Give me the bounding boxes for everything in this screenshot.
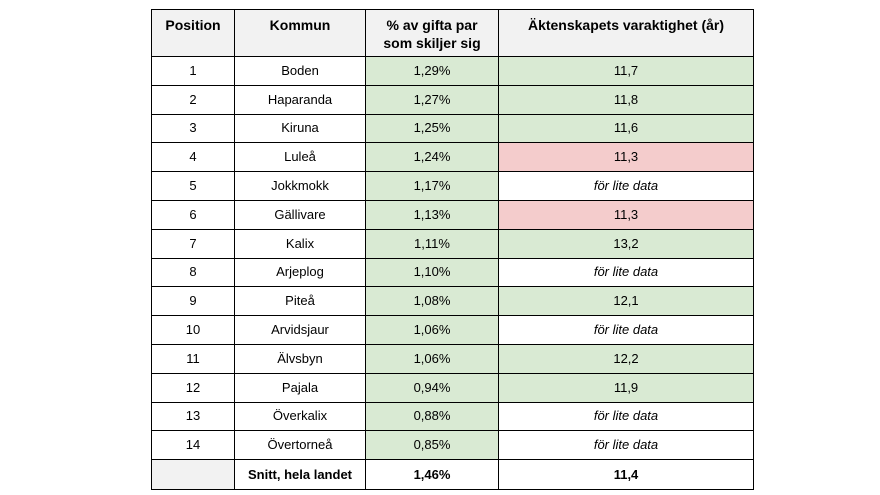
table-row: 5 Jokkmokk 1,17% för lite data [151,171,754,201]
cell-kommun: Piteå [234,286,366,317]
table-row: 13 Överkalix 0,88% för lite data [151,401,754,432]
cell-percent: 1,06% [365,315,499,345]
cell-percent: 1,13% [365,199,499,230]
footer-duration: 11,4 [498,459,754,491]
table-row: 14 Övertorneå 0,85% för lite data [151,430,754,461]
table-row: 8 Arjeplog 1,10% för lite data [151,257,754,288]
cell-percent: 1,10% [365,257,499,288]
cell-percent: 1,06% [365,343,499,374]
cell-duration: för lite data [498,401,754,432]
cell-position: 5 [151,171,235,201]
header-percent: % av gifta par som skiljer sig [365,9,499,57]
cell-position: 8 [151,257,235,288]
cell-duration: 11,6 [498,113,754,144]
cell-duration: 12,2 [498,343,754,374]
table-row: 4 Luleå 1,24% 11,3 [151,142,754,173]
cell-duration: för lite data [498,315,754,345]
table-row: 7 Kalix 1,11% 13,2 [151,228,754,259]
cell-kommun: Kiruna [234,113,366,144]
cell-duration: för lite data [498,171,754,201]
header-kommun: Kommun [234,9,366,57]
cell-kommun: Älvsbyn [234,343,366,374]
cell-percent: 0,88% [365,401,499,432]
table-row: 11 Älvsbyn 1,06% 12,2 [151,343,754,374]
cell-position: 10 [151,315,235,345]
cell-percent: 1,11% [365,228,499,259]
cell-percent: 0,85% [365,430,499,461]
header-position: Position [151,9,235,57]
table-row: 9 Piteå 1,08% 12,1 [151,286,754,317]
cell-position: 9 [151,286,235,317]
cell-kommun: Arjeplog [234,257,366,288]
cell-duration: för lite data [498,430,754,461]
cell-percent: 1,08% [365,286,499,317]
cell-duration: 12,1 [498,286,754,317]
header-duration: Äktenskapets varaktighet (år) [498,9,754,57]
table-row: 2 Haparanda 1,27% 11,8 [151,84,754,115]
divorce-statistics-table: Position Kommun % av gifta par som skilj… [151,9,754,491]
header-percent-line1: % av gifta par [386,17,478,33]
cell-kommun: Överkalix [234,401,366,432]
cell-kommun: Arvidsjaur [234,315,366,345]
cell-duration: 11,3 [498,142,754,173]
cell-duration: 11,3 [498,199,754,230]
cell-kommun: Jokkmokk [234,171,366,201]
cell-duration: 11,8 [498,84,754,115]
table-row: 6 Gällivare 1,13% 11,3 [151,199,754,230]
footer-position [151,459,235,491]
header-row: Position Kommun % av gifta par som skilj… [151,9,754,57]
header-percent-line2: som skiljer sig [383,35,481,51]
table-body: 1 Boden 1,29% 11,7 2 Haparanda 1,27% 11,8 3 Kirun… [151,56,754,461]
cell-percent: 0,94% [365,372,499,403]
cell-percent: 1,17% [365,171,499,201]
cell-position: 2 [151,84,235,115]
cell-position: 13 [151,401,235,432]
cell-percent: 1,29% [365,56,499,86]
divorce-statistics-table-container: Position Kommun % av gifta par som skilj… [151,9,754,491]
footer-kommun: Snitt, hela landet [234,459,366,491]
cell-position: 6 [151,199,235,230]
cell-percent: 1,24% [365,142,499,173]
cell-position: 11 [151,343,235,374]
cell-duration: 11,9 [498,372,754,403]
table-row: 10 Arvidsjaur 1,06% för lite data [151,315,754,345]
cell-position: 4 [151,142,235,173]
cell-duration: 13,2 [498,228,754,259]
cell-kommun: Övertorneå [234,430,366,461]
cell-position: 14 [151,430,235,461]
footer-row-national-average: Snitt, hela landet 1,46% 11,4 [151,459,754,491]
table-footer: Snitt, hela landet 1,46% 11,4 [151,459,754,491]
cell-kommun: Pajala [234,372,366,403]
table-row: 1 Boden 1,29% 11,7 [151,56,754,86]
cell-kommun: Luleå [234,142,366,173]
table-row: 3 Kiruna 1,25% 11,6 [151,113,754,144]
cell-duration: för lite data [498,257,754,288]
cell-percent: 1,25% [365,113,499,144]
cell-duration: 11,7 [498,56,754,86]
cell-kommun: Haparanda [234,84,366,115]
cell-percent: 1,27% [365,84,499,115]
table-row: 12 Pajala 0,94% 11,9 [151,372,754,403]
cell-kommun: Gällivare [234,199,366,230]
cell-position: 12 [151,372,235,403]
cell-kommun: Kalix [234,228,366,259]
table-header: Position Kommun % av gifta par som skilj… [151,9,754,57]
cell-position: 3 [151,113,235,144]
cell-kommun: Boden [234,56,366,86]
cell-position: 1 [151,56,235,86]
footer-percent: 1,46% [365,459,499,491]
cell-position: 7 [151,228,235,259]
